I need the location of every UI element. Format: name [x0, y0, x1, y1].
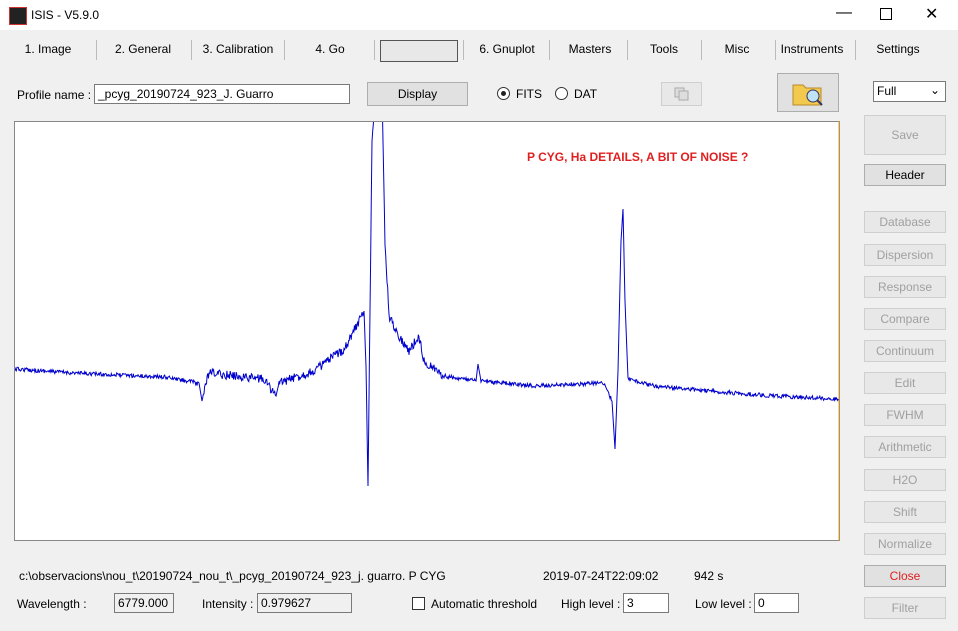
tab[interactable]: Masters: [568, 42, 612, 56]
high-level-label: High level :: [561, 597, 621, 611]
tab-separator: [190, 40, 192, 60]
spectrum-line: [15, 122, 839, 487]
tab-separator: [855, 40, 856, 60]
auto-threshold-label: Automatic threshold: [431, 597, 538, 611]
plot-frame: [14, 121, 840, 541]
app-icon: [9, 7, 27, 25]
tab[interactable]: 2. General: [114, 42, 172, 56]
wavelength-label: Wavelength :: [17, 597, 87, 611]
intensity-label: Intensity :: [202, 597, 254, 611]
open-button[interactable]: [777, 73, 839, 112]
side-button[interactable]: Header: [864, 164, 946, 186]
fits-label: FITS: [516, 87, 542, 101]
high-level-input[interactable]: 3: [623, 593, 669, 613]
close-window[interactable]: ✕: [925, 6, 939, 23]
profile-plot: P CYG, Ha DETAILS, A BIT OF NOISE ?: [14, 121, 840, 541]
side-button[interactable]: Database: [864, 211, 946, 233]
tab[interactable]: Instruments: [780, 42, 844, 56]
tab-separator: [627, 40, 628, 60]
window-title: ISIS - V5.9.0: [31, 8, 100, 22]
tab-separator: [774, 40, 776, 60]
maximize[interactable]: [880, 8, 892, 20]
side-button[interactable]: Save: [864, 115, 946, 155]
title-bar: [0, 0, 958, 30]
tab[interactable]: Tools: [649, 42, 678, 56]
zoom-value: Full: [877, 84, 897, 98]
side-button[interactable]: Filter: [864, 597, 946, 619]
low-level-input[interactable]: 0: [754, 593, 799, 613]
low-level-label: Low level :: [695, 597, 752, 611]
tab-separator: [700, 40, 702, 60]
dat-radio[interactable]: [555, 87, 568, 100]
copy-button[interactable]: [661, 82, 702, 106]
profile-label: Profile name :: [17, 88, 92, 102]
tab-separator: [374, 40, 375, 60]
tab[interactable]: 1. Image: [24, 42, 72, 56]
tab-selected-frame: [380, 40, 458, 62]
zoom-select[interactable]: Full ⌄: [873, 81, 946, 102]
wavelength-field: 6779.000: [114, 593, 174, 613]
file-path: c:\observacions\nou_t\20190724_nou_t\_pc…: [19, 569, 446, 583]
tab[interactable]: 3. Calibration: [202, 42, 274, 56]
side-button[interactable]: Edit: [864, 372, 946, 394]
tab[interactable]: 4. Go: [315, 42, 345, 56]
side-button[interactable]: Close: [864, 565, 946, 587]
tab-separator: [548, 40, 550, 60]
side-button[interactable]: FWHM: [864, 404, 946, 426]
tab[interactable]: Misc: [724, 42, 750, 56]
side-button[interactable]: Compare: [864, 308, 946, 330]
display-button[interactable]: Display: [367, 82, 468, 106]
side-button[interactable]: Continuum: [864, 340, 946, 362]
obs-date: 2019-07-24T22:09:02: [543, 569, 659, 583]
tab[interactable]: 6. Gnuplot: [479, 42, 535, 56]
side-button[interactable]: Dispersion: [864, 244, 946, 266]
side-button[interactable]: Response: [864, 276, 946, 298]
auto-threshold-checkbox[interactable]: [412, 597, 425, 610]
side-button[interactable]: Shift: [864, 501, 946, 523]
fits-radio[interactable]: [497, 87, 510, 100]
side-button[interactable]: H2O: [864, 469, 946, 491]
intensity-field: 0.979627: [257, 593, 352, 613]
tab-separator: [284, 40, 285, 60]
exposure: 942 s: [694, 569, 724, 583]
plot-annotation: P CYG, Ha DETAILS, A BIT OF NOISE ?: [527, 150, 748, 164]
tab-separator: [462, 40, 464, 60]
side-button[interactable]: Arithmetic: [864, 436, 946, 458]
tab[interactable]: Settings: [876, 42, 920, 56]
side-button[interactable]: Normalize: [864, 533, 946, 555]
profile-name-input[interactable]: _pcyg_20190724_923_J. Guarro: [94, 84, 350, 104]
minimize[interactable]: —: [836, 4, 852, 21]
dat-label: DAT: [574, 87, 598, 101]
tab-separator: [95, 40, 97, 60]
